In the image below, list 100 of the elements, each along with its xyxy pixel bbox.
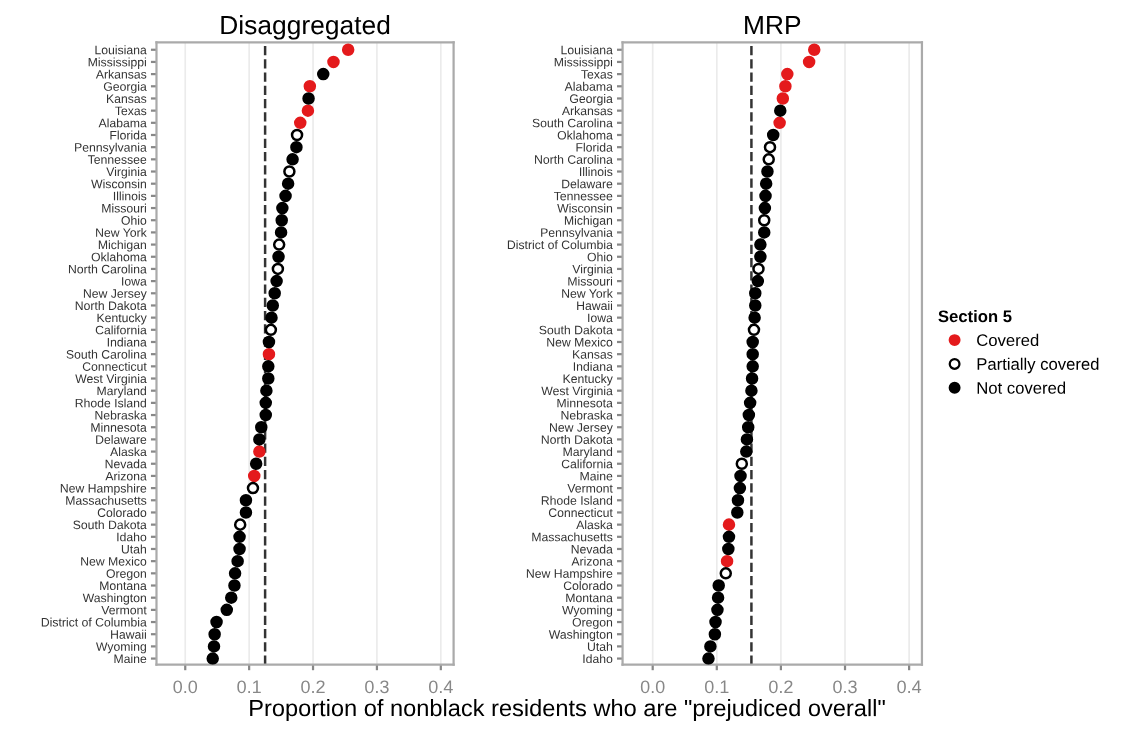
legend-title: Section 5 xyxy=(938,309,1012,323)
point xyxy=(733,481,747,495)
point xyxy=(807,43,821,57)
point xyxy=(722,518,736,531)
point xyxy=(735,457,749,471)
point xyxy=(239,494,253,507)
point xyxy=(741,420,755,434)
point xyxy=(272,238,286,251)
point xyxy=(719,567,733,580)
point xyxy=(762,153,775,166)
x-axis-title: Proportion of nonblack residents who are "prejudiced overall" xyxy=(250,699,885,722)
point xyxy=(228,567,242,580)
point xyxy=(259,408,273,422)
chart-title: MRP xyxy=(745,15,801,35)
x-tick-label: 0.1 xyxy=(704,680,729,694)
point xyxy=(249,457,263,471)
point xyxy=(722,530,736,544)
point xyxy=(747,323,761,337)
point xyxy=(303,80,317,93)
point xyxy=(253,445,266,458)
point xyxy=(702,652,715,665)
point xyxy=(290,128,304,142)
point xyxy=(740,445,753,458)
point xyxy=(708,627,722,641)
point xyxy=(761,165,774,178)
point xyxy=(262,372,275,385)
legend-label: Partially covered xyxy=(977,357,1099,374)
point xyxy=(781,67,794,81)
x-tick-label: 0.3 xyxy=(365,680,389,694)
point xyxy=(262,360,275,373)
point xyxy=(233,530,246,544)
point xyxy=(731,494,745,507)
point xyxy=(754,238,767,251)
chart-title: Disaggregated xyxy=(221,15,390,40)
point xyxy=(779,80,792,93)
point xyxy=(317,67,330,81)
point xyxy=(722,542,735,556)
point xyxy=(224,591,238,604)
point xyxy=(327,55,340,69)
point xyxy=(233,542,246,556)
point xyxy=(281,177,295,190)
point xyxy=(341,43,355,57)
point xyxy=(776,92,790,105)
point xyxy=(740,433,754,446)
point xyxy=(279,189,292,203)
point xyxy=(262,335,276,349)
point xyxy=(270,274,283,288)
point xyxy=(294,116,307,130)
point xyxy=(253,433,266,446)
point xyxy=(274,226,288,239)
point xyxy=(302,92,315,105)
point xyxy=(757,226,771,239)
point xyxy=(711,591,725,604)
point xyxy=(773,116,786,130)
point xyxy=(208,627,221,641)
point xyxy=(264,323,278,337)
point xyxy=(286,153,299,166)
point xyxy=(271,262,285,276)
point xyxy=(262,347,276,361)
point xyxy=(709,615,722,629)
point xyxy=(275,213,288,227)
point xyxy=(759,177,773,190)
point xyxy=(207,640,221,653)
point xyxy=(745,384,758,397)
point xyxy=(752,262,765,276)
point xyxy=(746,335,759,349)
point xyxy=(228,579,241,592)
point xyxy=(754,250,767,264)
point xyxy=(766,128,780,142)
x-tick-label: 0.2 xyxy=(301,680,325,694)
x-tick-label: 0.4 xyxy=(428,680,453,694)
point xyxy=(746,360,759,373)
point xyxy=(290,140,303,154)
point xyxy=(276,201,289,215)
point xyxy=(259,396,273,410)
point xyxy=(255,420,268,434)
point xyxy=(759,189,772,203)
x-tick-label: 0.1 xyxy=(237,680,261,694)
x-tick-label: 0.0 xyxy=(173,680,198,694)
point xyxy=(731,506,744,519)
point xyxy=(283,165,296,178)
point xyxy=(239,506,253,519)
point xyxy=(206,652,219,665)
point xyxy=(745,372,759,385)
point xyxy=(711,603,724,617)
point xyxy=(720,554,734,568)
point xyxy=(712,579,725,592)
x-tick-label: 0.3 xyxy=(833,680,857,694)
x-tick-label: 0.4 xyxy=(897,680,922,694)
point xyxy=(231,554,244,568)
point xyxy=(260,384,273,397)
point xyxy=(233,518,247,531)
point xyxy=(272,250,285,264)
point xyxy=(774,104,787,117)
point xyxy=(751,274,765,288)
point xyxy=(210,615,223,629)
legend-label: Covered xyxy=(977,333,1039,347)
point xyxy=(743,396,757,410)
point xyxy=(734,469,747,483)
point xyxy=(757,213,771,227)
